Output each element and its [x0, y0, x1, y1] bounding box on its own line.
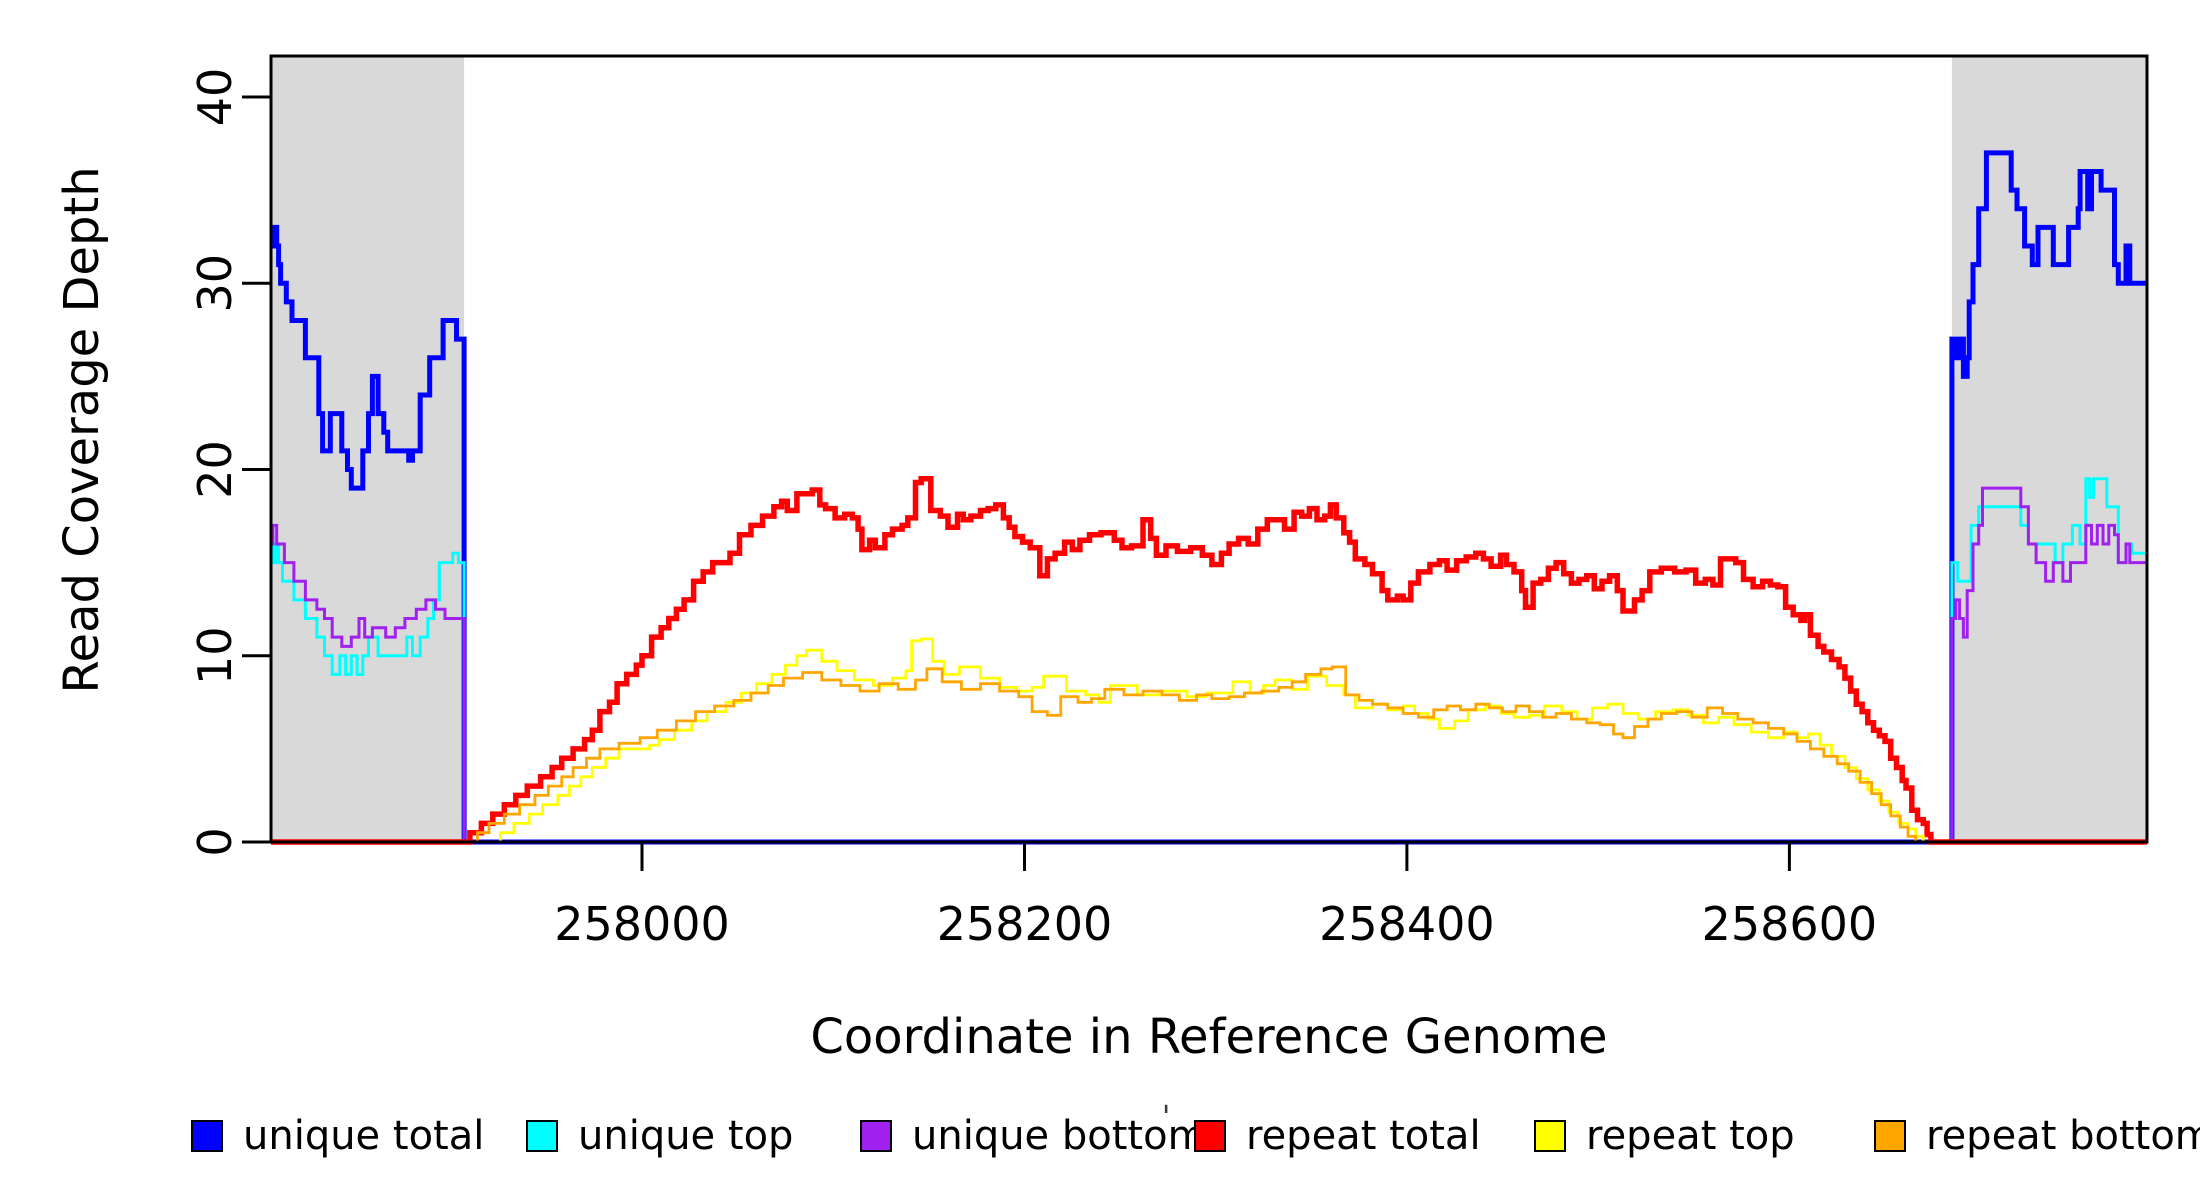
axis-ticks	[242, 95, 1791, 871]
legend-swatch-unique-total	[191, 1120, 223, 1152]
y-axis-title: Read Coverage Depth	[54, 166, 110, 693]
legend-label: unique bottom	[912, 1113, 1207, 1159]
stray-mark: '	[1162, 1100, 1171, 1135]
legend-swatch-unique-bottom	[860, 1120, 892, 1152]
legend-swatch-repeat-total	[1194, 1120, 1226, 1152]
shaded-region	[1951, 56, 2147, 842]
x-tick-label: 258400	[1319, 897, 1495, 951]
axis-tick-labels: 258000 258200 258400 258600 0 10 20 30 40	[188, 68, 1877, 951]
series-line-repeat-bottom	[271, 665, 2147, 844]
series-line-unique-top	[271, 477, 2147, 844]
y-tick-label: 30	[188, 254, 242, 313]
legend-swatch-repeat-top	[1534, 1120, 1566, 1152]
series-line-unique-bottom	[271, 486, 2147, 844]
y-tick-label: 20	[188, 440, 242, 499]
legend-label: unique total	[243, 1113, 485, 1159]
plot-box	[269, 54, 2149, 844]
legend-swatch-unique-top	[526, 1120, 558, 1152]
y-tick-label: 0	[188, 827, 242, 856]
legend-label: repeat top	[1586, 1113, 1795, 1159]
legend-item-repeat-total: repeat total	[1194, 1113, 1481, 1159]
series-line-repeat-top	[271, 637, 2147, 844]
series-line-unique-total	[271, 150, 2147, 845]
legend-item-unique-total: unique total	[191, 1113, 485, 1159]
legend-item-unique-bottom: unique bottom	[860, 1113, 1207, 1159]
legend-label: repeat bottom	[1926, 1113, 2200, 1159]
legend-item-repeat-top: repeat top	[1534, 1113, 1795, 1159]
legend-item-repeat-bottom: repeat bottom	[1874, 1113, 2200, 1159]
series-lines	[271, 150, 2147, 845]
legend-item-unique-top: unique top	[526, 1113, 794, 1159]
series-line-repeat-total	[271, 476, 2147, 845]
legend-swatch-repeat-bottom	[1874, 1120, 1906, 1152]
legend-label: repeat total	[1246, 1113, 1481, 1159]
x-tick-label: 258000	[554, 897, 730, 951]
y-tick-label: 40	[188, 68, 242, 127]
x-tick-label: 258200	[937, 897, 1113, 951]
x-tick-label: 258600	[1702, 897, 1878, 951]
x-axis-title: Coordinate in Reference Genome	[810, 1009, 1607, 1065]
legend-label: unique top	[578, 1113, 794, 1159]
y-tick-label: 10	[188, 626, 242, 685]
